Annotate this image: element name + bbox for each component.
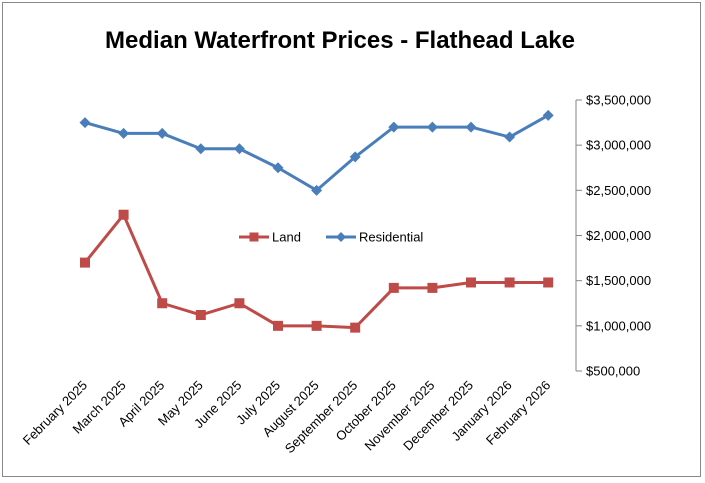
y-tick-label: $2,000,000 (586, 228, 651, 243)
y-tick-label: $3,500,000 (586, 93, 651, 108)
data-point-residential (504, 131, 516, 143)
y-axis: $500,000 $1,000,000 $1,500,000 $2,000,000 $2… (575, 93, 651, 379)
data-point-land (80, 257, 90, 268)
data-point-residential (349, 151, 361, 163)
legend-marker-residential (336, 232, 346, 242)
data-point-residential (79, 117, 91, 129)
data-point-land (466, 277, 476, 288)
data-point-residential (233, 143, 245, 155)
data-point-land (504, 277, 515, 288)
legend-label-land: Land (272, 230, 301, 245)
data-point-residential (388, 121, 400, 133)
y-tick-label: $2,500,000 (586, 183, 651, 198)
legend-marker-land (249, 232, 259, 242)
y-tick-label: $3,000,000 (586, 138, 651, 153)
data-point-land (350, 322, 361, 333)
data-point-residential (426, 121, 438, 133)
data-point-land (311, 320, 322, 331)
y-tick-label: $1,500,000 (586, 273, 651, 288)
series-line-land (83, 213, 549, 330)
legend: Land Residential (239, 230, 423, 245)
data-point-residential (272, 162, 284, 174)
data-point-land (118, 209, 129, 220)
chart-frame: Median Waterfront Prices - Flathead Lake… (2, 2, 701, 477)
data-point-land (234, 298, 245, 309)
plot-area (79, 109, 554, 333)
data-point-residential (542, 109, 554, 121)
chart-title: Median Waterfront Prices - Flathead Lake (105, 27, 575, 54)
data-point-residential (118, 127, 130, 139)
data-point-land (273, 320, 283, 331)
data-point-residential (465, 121, 477, 133)
series-line-residential (84, 114, 549, 192)
data-point-residential (311, 184, 323, 196)
data-point-land (388, 282, 399, 293)
data-point-land (195, 309, 206, 320)
data-point-residential (195, 143, 207, 155)
line-chart: Median Waterfront Prices - Flathead Lake… (20, 27, 651, 457)
data-point-land (427, 282, 438, 293)
y-tick-label: $500,000 (586, 364, 640, 379)
data-point-land (157, 298, 168, 309)
y-tick-label: $1,000,000 (586, 318, 651, 333)
data-point-land (543, 277, 554, 288)
x-tick-label: February 2025 (20, 378, 90, 448)
legend-label-residential: Residential (359, 230, 423, 245)
data-point-residential (156, 127, 168, 139)
